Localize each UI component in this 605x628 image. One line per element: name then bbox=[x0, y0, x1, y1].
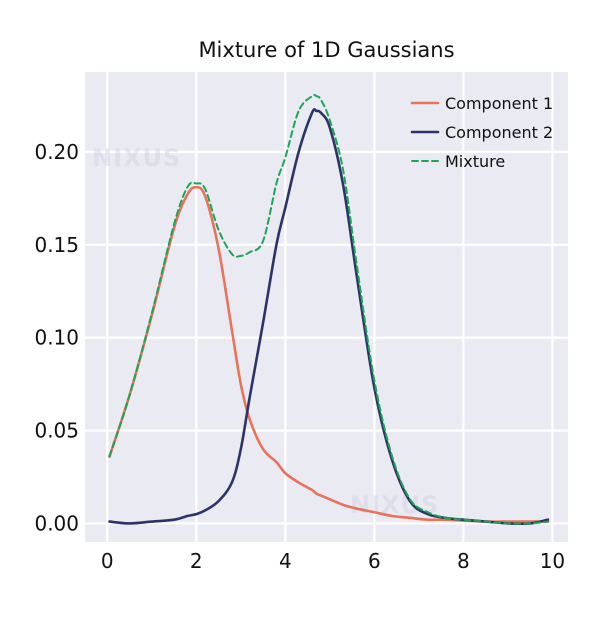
watermark-text: NIXUS bbox=[350, 491, 439, 519]
legend-label: Component 1 bbox=[445, 94, 553, 113]
chart-title: Mixture of 1D Gaussians bbox=[198, 38, 454, 62]
y-tick-label: 0.00 bbox=[34, 511, 79, 535]
x-tick-label: 2 bbox=[190, 549, 203, 573]
plot-background bbox=[85, 72, 568, 542]
y-tick-label: 0.20 bbox=[34, 140, 79, 164]
x-tick-label: 4 bbox=[279, 549, 292, 573]
legend: Component 1 Component 2 Mixture bbox=[410, 94, 553, 171]
x-tick-label: 6 bbox=[368, 549, 381, 573]
x-tick-label: 8 bbox=[457, 549, 470, 573]
legend-label: Mixture bbox=[445, 152, 505, 171]
y-tick-label: 0.10 bbox=[34, 326, 79, 350]
plot-area: 0 2 4 6 8 10 0.00 0.05 0.10 0.15 0.20 NIXUS NIXUS bbox=[34, 72, 568, 573]
series-line-3 bbox=[108, 93, 549, 525]
series-line-1 bbox=[108, 185, 550, 523]
x-tick-label: 10 bbox=[540, 549, 565, 573]
y-tick-label: 0.05 bbox=[34, 419, 79, 443]
x-tick-label: 0 bbox=[101, 549, 114, 573]
legend-label: Component 2 bbox=[445, 123, 553, 142]
watermark-text: NIXUS bbox=[92, 144, 181, 172]
y-tick-label: 0.15 bbox=[34, 233, 79, 257]
